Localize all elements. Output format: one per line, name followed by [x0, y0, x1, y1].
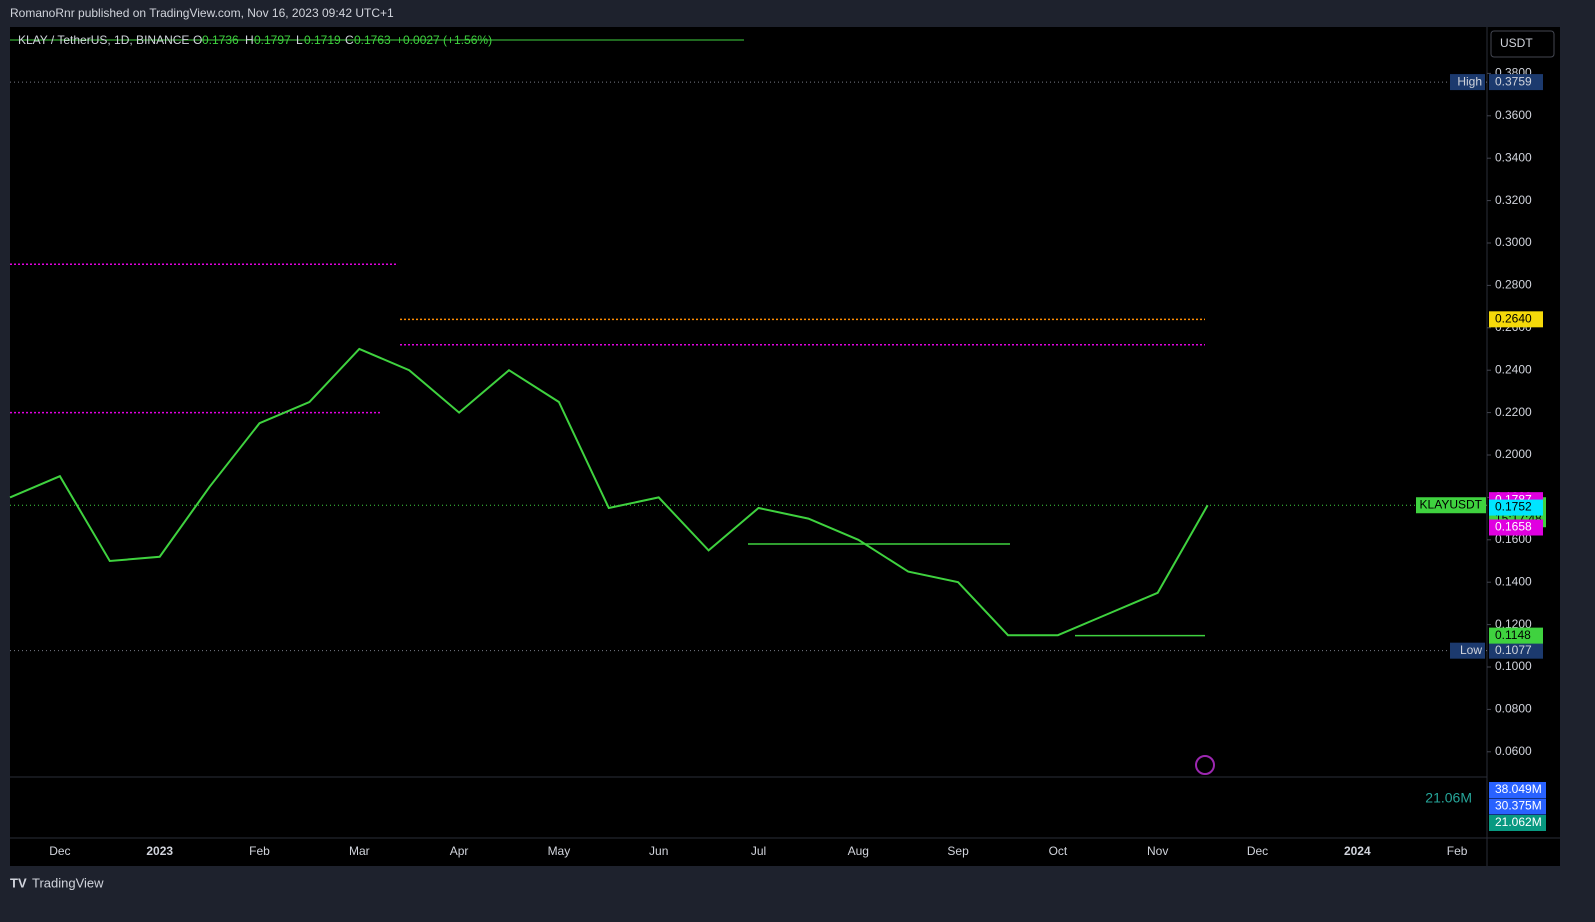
- price-label-bg: [1489, 499, 1543, 516]
- c-value: 0.1763: [354, 33, 391, 47]
- x-tick-label: 2023: [146, 844, 173, 858]
- price-line: [9, 347, 1209, 637]
- y-tick-label: 0.2400: [1495, 362, 1532, 376]
- price-label: 0.1658: [1495, 520, 1532, 534]
- y-tick-label: 0.2800: [1495, 278, 1532, 292]
- c-label: C: [345, 33, 354, 47]
- x-tick-label: Nov: [1147, 844, 1168, 858]
- y-tick-label: 0.2000: [1495, 447, 1532, 461]
- low-label: 0.1077: [1495, 643, 1532, 657]
- publisher: RomanoRnr published on TradingView.com, …: [10, 6, 394, 20]
- y-tick-label: 0.2200: [1495, 405, 1532, 419]
- currency[interactable]: USDT: [1500, 36, 1533, 50]
- o-value: 0.1736: [202, 33, 239, 47]
- volume-label: 21.062M: [1495, 815, 1542, 829]
- price-label: 0.1752: [1495, 500, 1532, 514]
- chart-area: [10, 27, 1560, 866]
- currency-button[interactable]: [1490, 30, 1555, 58]
- volume-last: 21.06M: [1425, 790, 1472, 806]
- y-tick-label: 0.3400: [1495, 150, 1532, 164]
- x-tick-label: 2024: [1344, 844, 1371, 858]
- current-tag: KLAYUSDT: [1420, 497, 1483, 511]
- high-label-bg: [1489, 74, 1543, 91]
- x-tick-label: Jul: [751, 844, 766, 858]
- h-value: 0.1797: [254, 33, 291, 47]
- x-tick-label: Aug: [848, 844, 869, 858]
- x-tick-label: Feb: [1447, 844, 1468, 858]
- price-label: 0.1148: [1495, 628, 1531, 642]
- o-label: O: [193, 33, 202, 47]
- low-tag-bg: [1450, 642, 1485, 659]
- x-tick-label: Feb: [249, 844, 270, 858]
- volume-label: 30.375M: [1495, 799, 1542, 813]
- volume-label-bg: [1489, 815, 1546, 831]
- volume-label-bg: [1489, 782, 1546, 798]
- volume-label-bg: [1489, 798, 1546, 815]
- high-label: 0.3759: [1495, 74, 1532, 88]
- x-tick-label: Mar: [349, 844, 370, 858]
- y-tick-label: 0.0800: [1495, 702, 1532, 716]
- y-tick-label: 0.0600: [1495, 744, 1532, 758]
- price-label-bg: [1489, 519, 1543, 536]
- alert-icon[interactable]: [1195, 755, 1215, 775]
- y-tick-label: 0.1200: [1495, 617, 1532, 631]
- y-tick-label: 0.3000: [1495, 235, 1532, 249]
- legend: KLAY / TetherUS, 1D, BINANCE O 0.1736 H …: [18, 33, 492, 47]
- change: +0.0027 (+1.56%): [396, 33, 492, 47]
- y-tick-label: 0.3600: [1495, 108, 1532, 122]
- x-tick-label: Sep: [947, 844, 969, 858]
- x-tick-label: Jun: [649, 844, 668, 858]
- x-tick-label: Dec: [1247, 844, 1268, 858]
- l-value: 0.1719: [304, 33, 341, 47]
- y-tick-label: 0.1400: [1495, 574, 1532, 588]
- low-tag: Low: [1460, 643, 1482, 657]
- y-tick-label: 0.3200: [1495, 193, 1532, 207]
- x-tick-label: Oct: [1049, 844, 1068, 858]
- x-tick-label: Apr: [450, 844, 469, 858]
- price-label-bg: [1489, 311, 1543, 328]
- price-label-bg: [1489, 627, 1543, 644]
- high-tag: High: [1457, 74, 1482, 88]
- low-label-bg: [1489, 642, 1543, 659]
- l-label: L: [296, 33, 303, 47]
- footer-logo: TV: [10, 875, 27, 890]
- current-tag-bg: [1416, 497, 1486, 514]
- y-tick-label: 0.1000: [1495, 659, 1532, 673]
- h-label: H: [245, 33, 254, 47]
- price-label: 0.2640: [1495, 311, 1532, 325]
- symbol: KLAY / TetherUS, 1D, BINANCE: [18, 33, 189, 47]
- x-tick-label: May: [548, 844, 571, 858]
- x-tick-label: Dec: [49, 844, 70, 858]
- high-tag-bg: [1450, 74, 1485, 91]
- volume-label: 38.049M: [1495, 782, 1542, 796]
- footer-brand: TradingView: [32, 875, 104, 890]
